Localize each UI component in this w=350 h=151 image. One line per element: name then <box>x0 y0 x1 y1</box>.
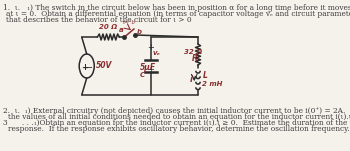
Text: a: a <box>118 27 123 33</box>
Text: 2 mH: 2 mH <box>202 81 223 87</box>
Text: L: L <box>202 72 207 80</box>
Text: −: − <box>85 63 93 73</box>
Text: t=°b: t=°b <box>122 20 136 25</box>
Text: vₑ: vₑ <box>153 50 161 56</box>
Text: 50V: 50V <box>96 61 113 71</box>
Text: i: i <box>190 74 193 84</box>
Text: +: + <box>147 43 154 52</box>
Text: response.  If the response exhibits oscillatory behavior, determine the oscillat: response. If the response exhibits oscil… <box>8 125 349 133</box>
Text: at ι = 0.  Obtain a differential equation (in terms of capacitor voltage vₑ and : at ι = 0. Obtain a differential equation… <box>6 10 350 18</box>
Text: 1.  ι.   ₁) The switch in the circuit below has been in position α for a long ti: 1. ι. ₁) The switch in the circuit below… <box>3 4 350 12</box>
Text: that describes the behavior of the circuit for ι > 0: that describes the behavior of the circu… <box>6 16 192 24</box>
Text: C: C <box>140 72 145 78</box>
Text: +: + <box>147 65 154 74</box>
Text: b: b <box>136 29 141 35</box>
Text: 5μF: 5μF <box>140 64 156 72</box>
Text: 3      . . .₁)Obtain an equation for the inductor current i(ι).ι ≥ 0.  Estimate : 3 . . .₁)Obtain an equation for the indu… <box>3 119 350 127</box>
Text: +: + <box>81 64 88 72</box>
Text: 32 Ω: 32 Ω <box>184 48 202 55</box>
Text: 2.  ι.  ₁) External circuitry (not depicted) causes the initial inductor current: 2. ι. ₁) External circuitry (not depicte… <box>3 107 350 115</box>
Text: R: R <box>192 54 198 63</box>
Text: 20 Ω: 20 Ω <box>99 24 118 30</box>
Text: the values of all initial conditions needed to obtain an equation for the induct: the values of all initial conditions nee… <box>8 113 350 121</box>
